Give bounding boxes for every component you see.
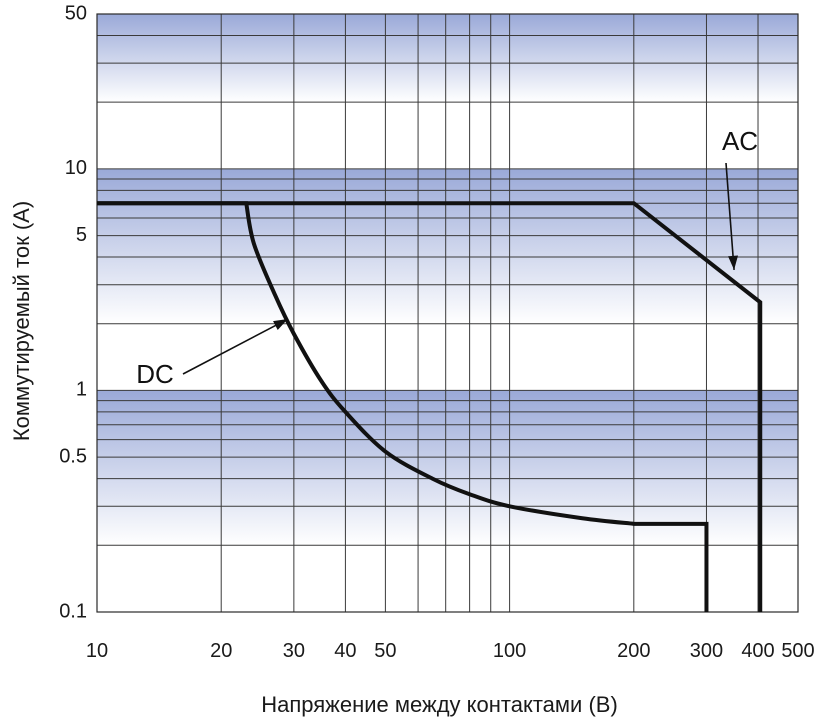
x-tick-label-10: 10 [86, 640, 108, 662]
y-tick-label-1: 1 [76, 379, 87, 401]
decade-band-1 [97, 168, 798, 324]
callout-label-ac: AC [722, 126, 758, 156]
y-tick-label-0_5: 0.5 [59, 445, 87, 467]
decade-bands [97, 14, 798, 546]
x-tick-label-40: 40 [334, 640, 356, 662]
y-axis-title: Коммутируемый ток (А) [9, 201, 34, 441]
y-tick-label-0_1: 0.1 [59, 600, 87, 622]
x-tick-label-200: 200 [617, 640, 650, 662]
y-tick-label-10: 10 [65, 157, 87, 179]
series-group [97, 201, 763, 612]
callout-leader-ac [725, 162, 735, 270]
x-tick-label-50: 50 [374, 640, 396, 662]
y-tick-label-5: 5 [76, 224, 87, 246]
callout-arrowhead-dc [273, 319, 288, 330]
callout-arrowhead-ac [728, 255, 739, 270]
y-tick-labels: 0.1 0.5 1 5 10 50 [59, 2, 87, 622]
x-tick-label-300: 300 [690, 640, 723, 662]
plot-frame [96, 13, 799, 613]
x-tick-label-20: 20 [210, 640, 232, 662]
series-line-ac [97, 201, 763, 612]
x-axis-title: Напряжение между контактами (В) [261, 692, 618, 717]
x-tick-label-30: 30 [283, 640, 305, 662]
callouts: AC DC [136, 126, 758, 389]
x-tick-label-500: 500 [781, 640, 814, 662]
x-tick-label-100: 100 [493, 640, 526, 662]
x-tick-label-400: 400 [741, 640, 774, 662]
callout-leader-dc [182, 318, 289, 375]
series-line-dc [97, 201, 709, 612]
x-tick-labels: 10 20 30 40 50 100 200 300 400 500 [86, 640, 815, 662]
decade-band-2 [97, 14, 798, 103]
decade-band-0 [97, 390, 798, 546]
callout-label-dc: DC [136, 359, 174, 389]
y-tick-label-50: 50 [65, 2, 87, 24]
